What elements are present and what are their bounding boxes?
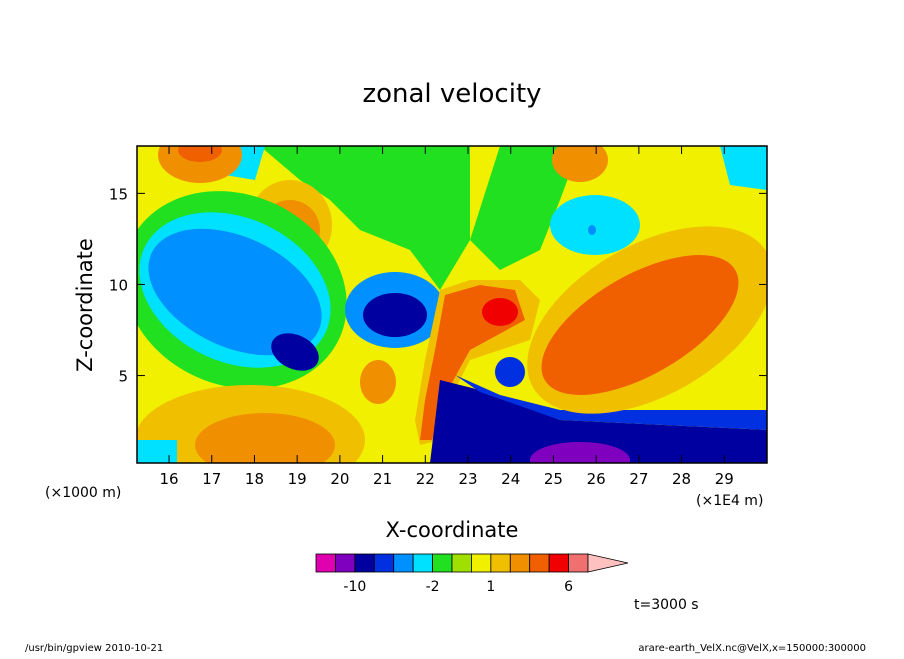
x-tick-label: 16 (159, 470, 178, 488)
colorbar-swatch (335, 553, 356, 573)
footer-left: /usr/bin/gpview 2010-10-21 (25, 643, 163, 654)
x-axis-ticks: 16 17 18 19 20 21 22 23 24 25 26 27 28 29 (159, 146, 734, 488)
colorbar-label: -10 (343, 579, 366, 595)
chart-title: zonal velocity (362, 79, 541, 109)
colorbar-label: 1 (486, 579, 495, 595)
x-axis-title: X-coordinate (386, 518, 519, 542)
colorbar-swatch (529, 553, 550, 573)
y-tick-label: 5 (118, 368, 128, 386)
colorbar-swatch (412, 553, 433, 573)
x-tick-label: 22 (416, 470, 435, 488)
colorbar-swatch (471, 553, 492, 573)
colorbar-swatch (509, 553, 531, 573)
colorbar-label: -2 (426, 579, 440, 595)
x-tick-label: 17 (202, 470, 221, 488)
time-label: t=3000 s (634, 597, 699, 613)
colorbar-swatch (373, 553, 395, 573)
colorbar (315, 553, 629, 573)
x-scale-label: (×1E4 m) (696, 493, 763, 509)
x-tick-label: 29 (715, 470, 734, 488)
colorbar-labels: -10 -2 1 6 (343, 579, 573, 595)
contour-field (137, 146, 767, 463)
x-tick-label: 21 (373, 470, 392, 488)
y-axis-title: Z-coordinate (73, 238, 97, 372)
y-tick-label: 10 (109, 276, 128, 294)
x-tick-label: 28 (672, 470, 691, 488)
x-tick-label: 25 (544, 470, 563, 488)
plot-frame (136, 145, 768, 464)
x-tick-label: 20 (330, 470, 349, 488)
y-axis-ticks: 5 10 15 (109, 185, 767, 386)
colorbar-swatch (315, 553, 336, 573)
x-tick-label: 19 (288, 470, 307, 488)
x-tick-label: 18 (245, 470, 264, 488)
y-scale-label: (×1000 m) (45, 485, 121, 501)
footer-right: arare-earth_VelX.nc@VelX,x=150000:300000 (638, 643, 866, 654)
colorbar-swatch (354, 553, 375, 573)
y-tick-label: 15 (109, 185, 128, 203)
colorbar-swatch (490, 553, 511, 573)
x-tick-label: 26 (587, 470, 606, 488)
colorbar-swatch (393, 553, 414, 573)
x-tick-label: 27 (629, 470, 648, 488)
colorbar-swatch (432, 553, 453, 573)
x-tick-label: 24 (501, 470, 520, 488)
colorbar-swatch (548, 553, 569, 573)
colorbar-arrow (587, 553, 629, 573)
x-tick-label: 23 (458, 470, 477, 488)
colorbar-swatch (568, 553, 589, 573)
colorbar-label: 6 (564, 579, 573, 595)
colorbar-swatch (451, 553, 472, 573)
